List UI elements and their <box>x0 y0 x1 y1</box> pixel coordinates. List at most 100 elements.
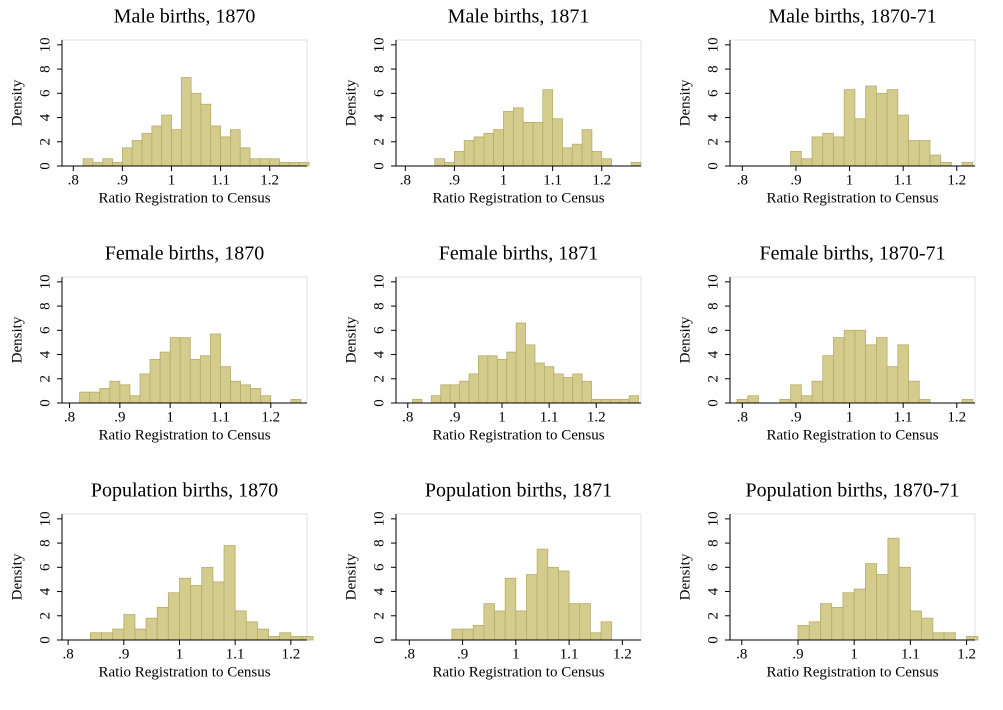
y-tick-label: 6 <box>705 89 721 97</box>
y-tick-label: 8 <box>37 302 53 310</box>
bar <box>747 395 759 404</box>
bar <box>779 398 791 404</box>
x-tick-label: .9 <box>457 646 468 662</box>
chart-title: Population births, 1870 <box>91 480 278 502</box>
bar <box>921 617 934 641</box>
y-tick-label: 0 <box>37 636 53 644</box>
bar <box>201 566 214 641</box>
bar <box>99 388 111 404</box>
x-tick-label: .9 <box>449 172 460 188</box>
y-tick-label: 2 <box>371 138 387 146</box>
x-tick-label: 1 <box>846 172 854 188</box>
bar <box>875 92 888 167</box>
bar <box>245 621 258 641</box>
bar <box>451 628 463 641</box>
x-tick-label: 1 <box>846 409 854 425</box>
bar <box>139 373 151 404</box>
bar <box>572 373 583 404</box>
y-tick-label: 6 <box>705 326 721 334</box>
bar <box>79 391 91 404</box>
bar <box>483 132 495 167</box>
bar <box>820 603 833 641</box>
bar <box>833 136 845 167</box>
bar <box>886 89 899 167</box>
bar <box>591 398 602 404</box>
y-tick-label: 4 <box>705 350 721 358</box>
bar <box>571 143 583 167</box>
bar <box>961 161 974 167</box>
bar <box>101 632 114 641</box>
bar <box>121 147 133 167</box>
bar <box>515 610 527 641</box>
x-tick-label: 1 <box>168 172 176 188</box>
bar <box>199 355 211 404</box>
bar <box>512 107 524 167</box>
bar <box>179 577 192 641</box>
bar <box>468 373 479 404</box>
bar <box>811 380 824 404</box>
x-tick-label: 1.1 <box>211 409 230 425</box>
bar <box>961 398 974 404</box>
x-tick-label: .8 <box>736 646 747 662</box>
bar <box>463 140 475 167</box>
bar <box>257 628 269 641</box>
bar <box>553 373 564 404</box>
y-tick-label: 4 <box>371 350 387 358</box>
bar <box>522 121 534 167</box>
chart-title: Population births, 1870-71 <box>746 480 960 502</box>
chart-title: Female births, 1871 <box>439 243 598 265</box>
bar <box>918 398 931 404</box>
bar <box>558 570 570 641</box>
bar <box>853 588 866 641</box>
bar <box>506 351 517 404</box>
y-tick-label: 2 <box>37 612 53 620</box>
y-tick-label: 0 <box>705 399 721 407</box>
bar <box>591 151 603 167</box>
chart-title: Population births, 1871 <box>425 480 612 502</box>
bar <box>619 398 630 404</box>
x-tick-label: .9 <box>118 646 129 662</box>
x-axis-label: Ratio Registration to Census <box>98 427 270 443</box>
bar <box>462 628 474 641</box>
y-tick-label: 2 <box>37 138 53 146</box>
y-axis-label: Density <box>677 553 693 600</box>
x-tick-label: 1.1 <box>894 409 913 425</box>
bar <box>412 398 423 404</box>
bar <box>609 398 621 404</box>
bar <box>82 158 94 167</box>
bar <box>268 635 281 641</box>
y-tick-label: 2 <box>371 612 387 620</box>
x-tick-label: 1.1 <box>211 172 230 188</box>
y-tick-label: 4 <box>371 587 387 595</box>
bar <box>630 161 642 167</box>
y-tick-label: 6 <box>37 326 53 334</box>
bar <box>102 158 113 167</box>
bar <box>854 329 867 404</box>
x-tick-label: .8 <box>737 409 748 425</box>
x-tick-label: 1.2 <box>957 646 976 662</box>
bar <box>230 380 241 404</box>
x-tick-label: 1 <box>176 646 184 662</box>
bar <box>239 147 251 167</box>
x-tick-label: .9 <box>792 646 803 662</box>
x-axis-label: Ratio Registration to Census <box>432 190 604 206</box>
bar <box>131 140 143 167</box>
x-tick-label: .8 <box>64 409 75 425</box>
y-tick-label: 4 <box>705 113 721 121</box>
bar <box>842 592 855 641</box>
y-axis-label: Density <box>343 79 359 126</box>
y-tick-label: 8 <box>37 539 53 547</box>
x-axis-label: Ratio Registration to Census <box>98 190 270 206</box>
bar <box>210 333 221 404</box>
y-tick-label: 6 <box>705 563 721 571</box>
y-tick-label: 0 <box>37 399 53 407</box>
y-tick-label: 4 <box>371 113 387 121</box>
bar <box>494 610 506 641</box>
x-tick-label: .9 <box>117 172 128 188</box>
x-tick-label: 1.2 <box>261 409 280 425</box>
bar <box>159 351 171 404</box>
x-axis-label: Ratio Registration to Census <box>766 427 938 443</box>
y-tick-label: 4 <box>37 350 53 358</box>
x-tick-label: 1 <box>850 646 858 662</box>
bar <box>288 161 300 167</box>
